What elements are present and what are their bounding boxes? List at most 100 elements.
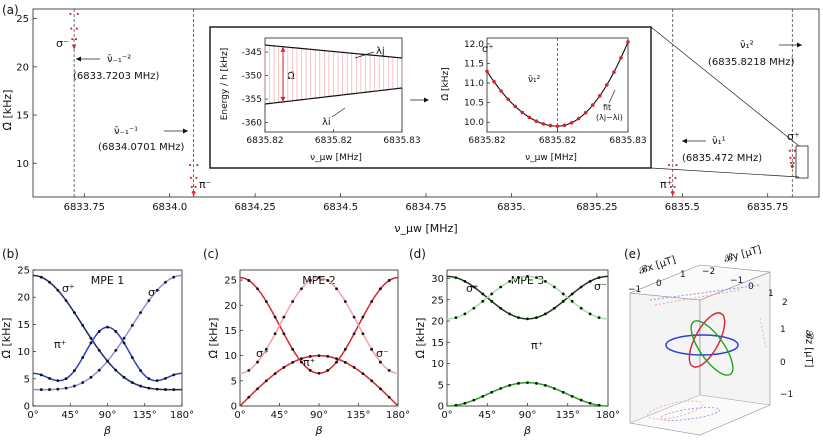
panel-d-label: (d) — [409, 247, 426, 261]
tick-by-2: 0 — [748, 282, 754, 292]
series-point — [361, 372, 365, 376]
series-point — [317, 371, 321, 375]
series-line — [446, 381, 609, 407]
xlabel: β — [523, 424, 531, 437]
series-point — [114, 330, 118, 333]
panel-a-ytick-label: 25 — [16, 14, 29, 25]
xtick-label: 90° — [519, 410, 537, 421]
series-point — [352, 315, 356, 319]
series-point — [264, 347, 268, 351]
series-point — [543, 312, 547, 316]
series-point — [463, 279, 467, 283]
ytick-label: 20 — [224, 301, 237, 312]
series-point — [481, 299, 485, 303]
series-point — [72, 369, 76, 373]
ytick-label: 5 — [231, 376, 237, 387]
series-point — [308, 368, 312, 372]
series-point — [155, 387, 159, 391]
series-label: π⁺ — [531, 339, 544, 352]
resonance-point — [71, 38, 74, 41]
series-point — [164, 280, 167, 284]
series-point — [454, 316, 458, 319]
panel-a-xtick-label: 6834.5 — [323, 202, 358, 213]
resonance-point — [790, 162, 793, 165]
series-point — [463, 312, 467, 316]
series-point — [317, 354, 321, 358]
resonance-point — [189, 176, 192, 179]
inset-right-ytick-label: 10.0 — [464, 118, 484, 128]
series-point — [130, 356, 134, 359]
xtick-label: 135° — [346, 410, 370, 421]
tick-by-4: 2 — [782, 298, 788, 308]
inset-right-point — [520, 110, 525, 115]
series-point — [335, 360, 338, 364]
inset-right-corner-label: σ⁺ — [482, 44, 494, 55]
series-point — [343, 300, 347, 303]
tick-by-3: 1 — [768, 289, 774, 299]
panel-title: MPE 2 — [302, 274, 336, 287]
series-point — [370, 347, 374, 351]
xlabel: β — [314, 424, 322, 437]
series-point — [247, 368, 251, 372]
inset-right-ytick-label: 12.0 — [464, 40, 484, 50]
series-point — [361, 332, 365, 336]
series-point — [256, 287, 259, 291]
xtick-label: 90° — [310, 410, 328, 421]
panel-a-label: (a) — [2, 3, 19, 17]
ytick-label: 10 — [17, 347, 30, 358]
series-point — [273, 315, 277, 319]
inset-right-point — [492, 79, 496, 84]
inset-right-ytick-label: 10.5 — [464, 99, 484, 109]
series-point — [352, 366, 356, 369]
series-point — [472, 398, 476, 402]
series-point — [326, 354, 330, 358]
annotation-nu-m1-m1: ν̄₋₁⁻¹ (6834.0701 MHz) — [98, 126, 188, 153]
series-point — [172, 373, 176, 377]
series-point — [379, 360, 382, 364]
resonance-point — [789, 156, 792, 159]
series-label: σ⁻ — [594, 280, 607, 293]
series-point — [122, 336, 126, 340]
series-point — [56, 387, 60, 391]
panel-a-xtick-label: 6835. — [497, 202, 526, 213]
annotation-symbol: ν̄₋₁⁻¹ — [114, 126, 138, 137]
series-point — [122, 341, 126, 345]
xtick-label: 135° — [133, 410, 157, 421]
panel-a: (a) 6833.75 6834.0 6834.25 6834.5 6834.75 683… — [1, 3, 820, 235]
field-ellipse-red — [688, 312, 726, 368]
series-point — [139, 384, 143, 388]
xtick-label: 135° — [556, 410, 580, 421]
inset-left-ytick-label: -360 — [242, 119, 263, 129]
series-point — [570, 299, 574, 303]
ytick-label: 25 — [17, 266, 30, 277]
series-point — [335, 357, 338, 361]
series-point — [352, 332, 356, 336]
series-point — [552, 387, 556, 390]
series-point — [308, 279, 312, 282]
panel-c-label: (c) — [203, 247, 219, 261]
projection-blue-bottom — [659, 407, 721, 421]
ytick-label: 0 — [438, 402, 444, 413]
tick-bz-1: 0 — [780, 358, 786, 368]
series-point — [164, 376, 167, 380]
inset-right-xtick-label: 6835.82 — [539, 136, 576, 146]
projection-red-bottom — [647, 400, 703, 420]
resonance-point — [190, 185, 193, 188]
inset-frame — [209, 26, 652, 169]
series-point — [326, 368, 330, 372]
series-point — [588, 279, 592, 283]
series-point — [122, 375, 126, 379]
series-point — [597, 276, 601, 280]
series-point — [264, 379, 268, 383]
tick-bx-0: −1 — [628, 285, 641, 295]
series-point — [64, 377, 68, 381]
inset-left-ylabel: Energy / h [kHz] — [220, 48, 230, 121]
xtick-label: 45° — [478, 410, 496, 421]
series-point — [561, 390, 565, 394]
resonance-point — [788, 149, 791, 152]
field-ellipse-green — [690, 320, 734, 376]
series-point — [39, 373, 43, 377]
series-point — [387, 368, 391, 372]
series-point — [570, 292, 574, 296]
series-point — [552, 306, 556, 310]
